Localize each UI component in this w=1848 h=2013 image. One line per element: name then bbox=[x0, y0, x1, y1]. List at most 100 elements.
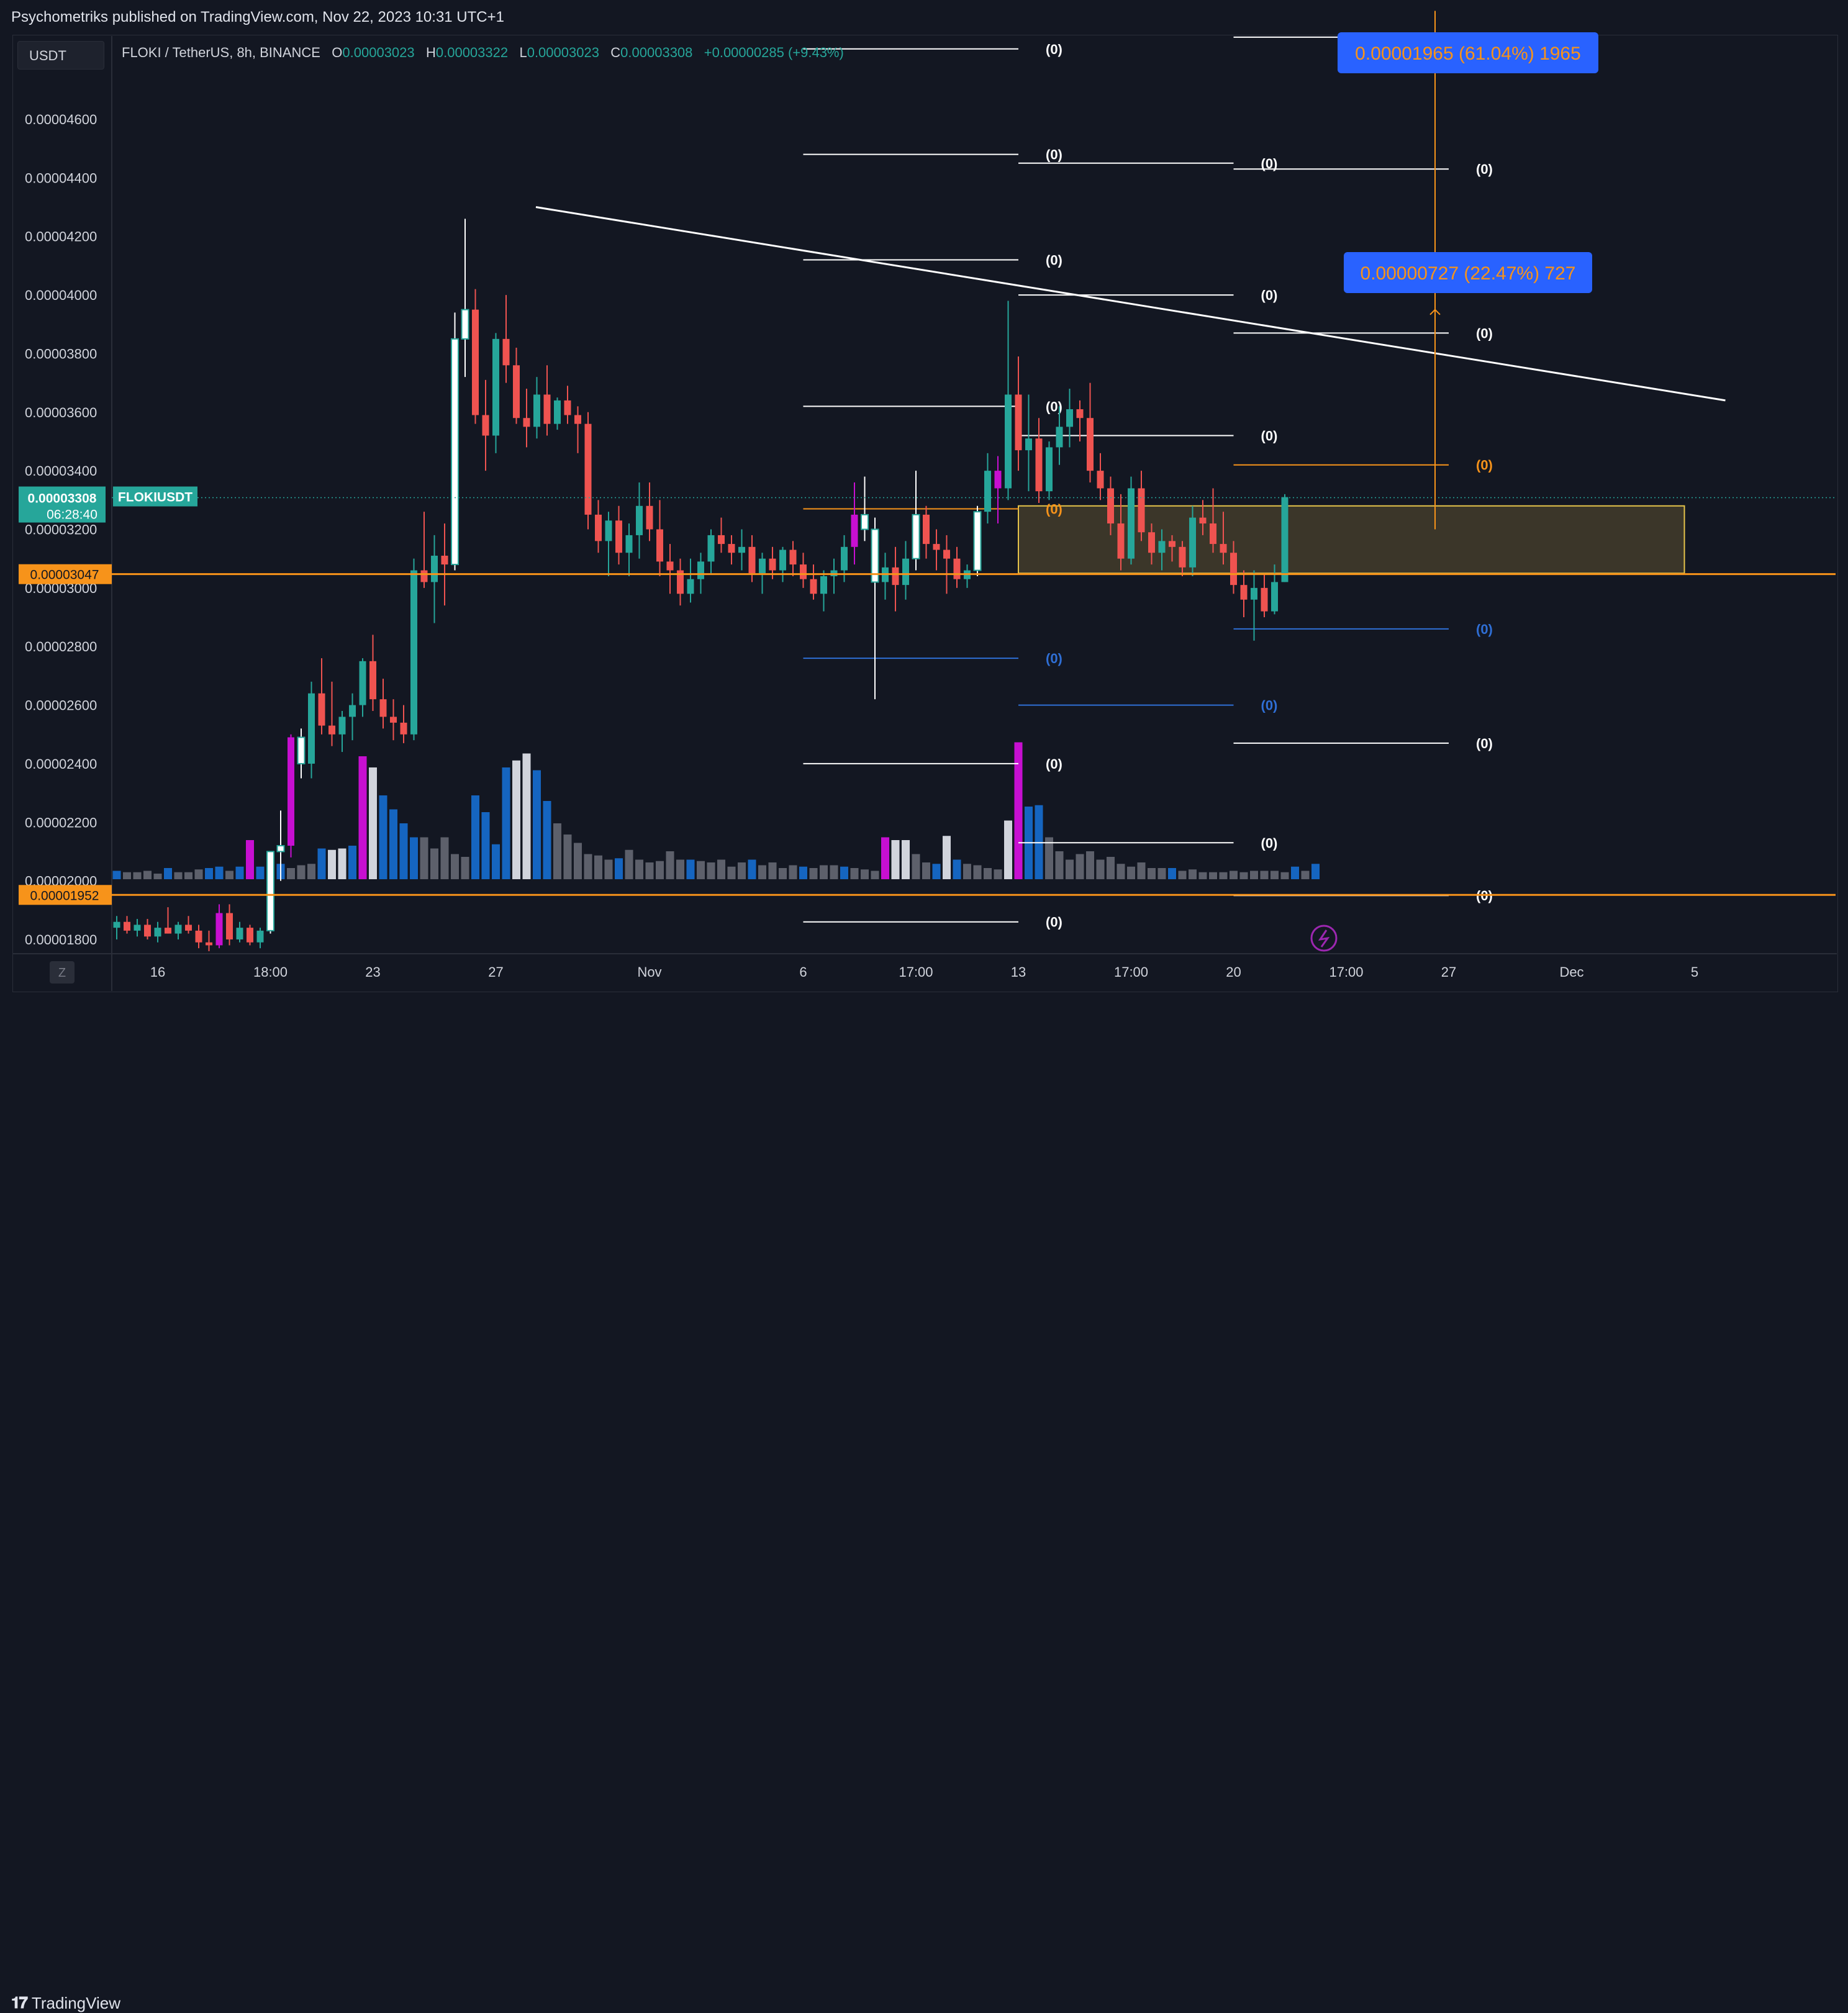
volume-bar bbox=[1189, 869, 1197, 879]
candle-body bbox=[410, 570, 417, 735]
candle-body bbox=[1158, 541, 1166, 553]
volume-bar bbox=[1260, 871, 1269, 879]
fib-level-label: (0) bbox=[1046, 756, 1062, 772]
candle-body bbox=[1240, 585, 1248, 600]
candle-body bbox=[1005, 394, 1012, 489]
measure-label-top: 0.00001965 (61.04%) 1965 bbox=[1355, 43, 1581, 64]
candle-body bbox=[779, 550, 786, 571]
volume-bar bbox=[912, 854, 920, 879]
volume-bar bbox=[184, 872, 192, 879]
volume-bar bbox=[707, 862, 715, 879]
volume-bar bbox=[840, 866, 848, 879]
candle-body bbox=[923, 514, 930, 545]
candle-body bbox=[615, 520, 622, 553]
volume-bar bbox=[1157, 868, 1166, 879]
candle-body bbox=[318, 693, 325, 726]
volume-bar bbox=[984, 868, 992, 879]
candle-body bbox=[1056, 427, 1063, 448]
y-tick-label: 0.00004600 bbox=[25, 112, 97, 127]
volume-bar bbox=[656, 861, 664, 879]
volume-bar bbox=[1178, 871, 1187, 879]
volume-bar bbox=[133, 872, 142, 879]
fib-level-label: (0) bbox=[1046, 147, 1062, 163]
highlight-zone bbox=[1018, 505, 1685, 574]
footer-bar: 𝟏𝟕 TradingView bbox=[0, 992, 1848, 2012]
volume-bar bbox=[943, 836, 951, 879]
candle-body bbox=[492, 338, 499, 436]
volume-bar bbox=[174, 872, 183, 879]
volume-bar bbox=[820, 865, 828, 879]
candle-body bbox=[789, 550, 797, 565]
candle-body bbox=[1220, 544, 1227, 553]
candle-body bbox=[1117, 523, 1125, 559]
symbol-tag-box bbox=[113, 486, 197, 507]
candle-body bbox=[543, 394, 551, 424]
volume-bar bbox=[891, 840, 900, 879]
x-tick-label: 27 bbox=[1441, 964, 1456, 980]
y-tick-label: 0.00003600 bbox=[25, 405, 97, 420]
unit-selector[interactable]: USDT bbox=[17, 41, 104, 70]
volume-bar bbox=[492, 844, 500, 879]
x-tick-label: 23 bbox=[365, 964, 380, 980]
candle-body bbox=[502, 338, 510, 366]
candle-body bbox=[266, 851, 274, 931]
x-tick-label: 17:00 bbox=[1329, 964, 1363, 980]
tradingview-logo[interactable]: 𝟏𝟕 TradingView bbox=[11, 1993, 120, 2013]
price-chart[interactable]: (0) (0) (0) (0) (0) (0) (0) (0) (0) (0) (0) (0) (0) (… bbox=[0, 0, 1848, 1032]
lightning-icon-bolt bbox=[1318, 930, 1330, 948]
candle-body bbox=[912, 513, 920, 559]
candle-body bbox=[441, 555, 448, 565]
candle-body bbox=[134, 925, 141, 931]
candle-body bbox=[666, 561, 674, 571]
volume-bar bbox=[1291, 866, 1299, 879]
fib-level-label: (0) bbox=[1476, 736, 1493, 751]
fib-level-label: (0) bbox=[1261, 835, 1278, 851]
y-tick-label: 0.00002200 bbox=[25, 815, 97, 830]
volume-bar bbox=[307, 864, 315, 879]
candle-body bbox=[431, 555, 438, 582]
volume-bar bbox=[287, 868, 295, 879]
volume-bar bbox=[615, 858, 623, 879]
y-tick-label: 0.00004200 bbox=[25, 229, 97, 245]
volume-bar bbox=[1148, 868, 1156, 879]
volume-bar bbox=[676, 859, 684, 879]
volume-bar bbox=[645, 862, 654, 879]
volume-bar bbox=[338, 848, 346, 879]
x-tick-label: Nov bbox=[637, 964, 661, 980]
candle-body bbox=[165, 928, 171, 934]
volume-bar bbox=[502, 767, 510, 879]
candle-body bbox=[1189, 517, 1196, 568]
candle-body bbox=[861, 513, 869, 530]
volume-bar bbox=[420, 837, 428, 879]
candle-body bbox=[1128, 488, 1135, 559]
candle-body bbox=[748, 546, 756, 574]
fib-layer: (0) (0) (0) (0) (0) (0) (0) (0) (0) (0) (0) (0) (0) (… bbox=[803, 30, 1493, 930]
fib-level-label: (0) bbox=[1261, 698, 1278, 713]
volume-bar bbox=[789, 865, 797, 879]
volume-bar bbox=[1311, 864, 1320, 879]
volume-bar bbox=[697, 861, 705, 879]
candle-body bbox=[851, 514, 858, 547]
volume-bar bbox=[1116, 864, 1125, 879]
candle-body bbox=[379, 699, 387, 717]
symbol-line[interactable]: FLOKI / TetherUS, 8h, BINANCE bbox=[122, 45, 320, 60]
volume-bar bbox=[389, 809, 397, 879]
y-tick-label: 0.00002800 bbox=[25, 639, 97, 654]
volume-bar bbox=[1066, 859, 1074, 879]
volume-bar bbox=[471, 795, 479, 879]
candle-body bbox=[1087, 418, 1094, 471]
volume-bar bbox=[1280, 872, 1289, 879]
candle-body bbox=[359, 661, 366, 705]
candle-body bbox=[810, 579, 817, 594]
volume-bar bbox=[604, 859, 613, 879]
candle-body bbox=[195, 930, 202, 943]
volume-bar bbox=[1127, 866, 1135, 879]
candle-body bbox=[154, 928, 161, 937]
volume-bar bbox=[369, 767, 377, 879]
candle-body bbox=[646, 505, 653, 530]
candle-body bbox=[584, 423, 592, 515]
candle-body bbox=[769, 558, 776, 571]
volume-bar bbox=[1107, 857, 1115, 879]
volume-bar bbox=[297, 865, 306, 879]
candle-body bbox=[994, 471, 1002, 489]
